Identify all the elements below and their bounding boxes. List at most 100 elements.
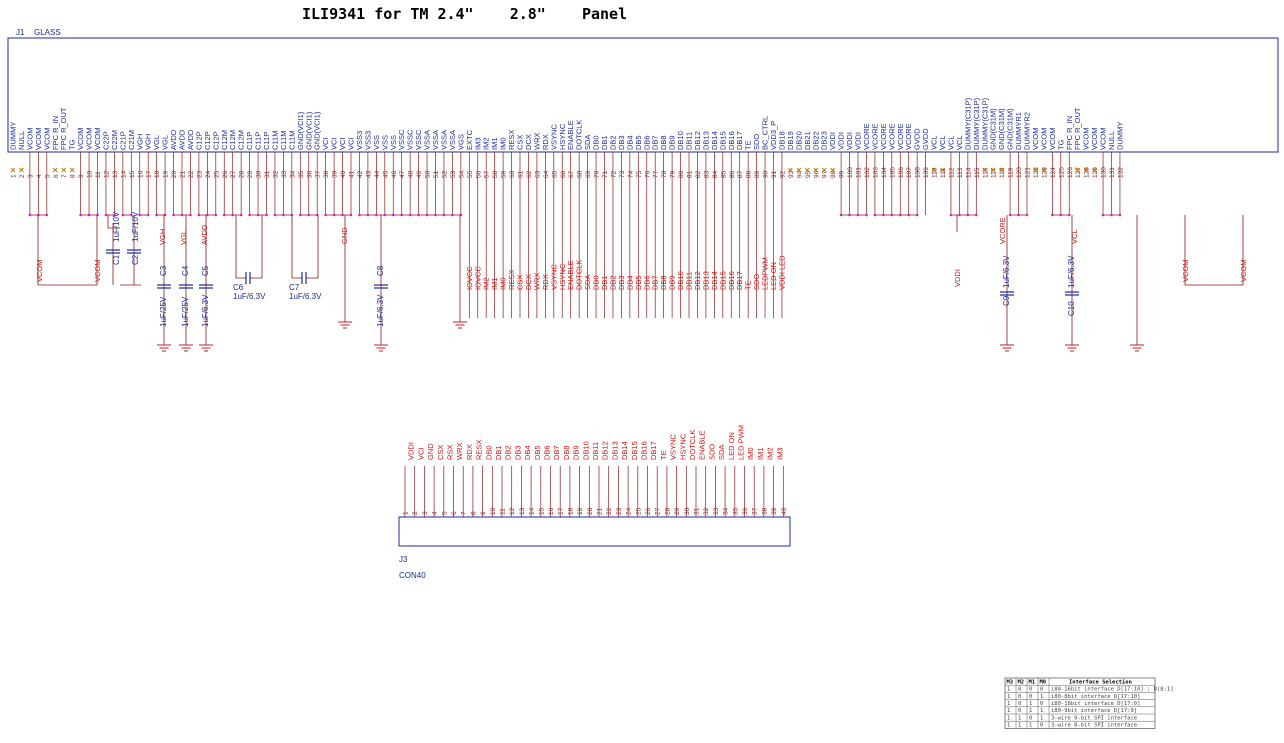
table-cell: 0 — [1018, 701, 1021, 707]
junction-dot — [975, 213, 978, 217]
j1-pin-name-20: AVDD — [169, 129, 178, 150]
j3-signal-label-33: SDO — [707, 444, 716, 460]
signal-label-32: DB16 — [727, 271, 736, 290]
c4-ref: C4 — [181, 265, 190, 276]
j1-pin-number-69: 69 — [585, 170, 592, 178]
capacitor-c5: C5 1uF/6.3V — [199, 215, 213, 345]
j1-pin-number-29: 29 — [247, 170, 254, 178]
j3-pin-number-23: 23 — [616, 507, 623, 515]
junction-dot — [408, 213, 412, 217]
c1-ref: C1 — [112, 254, 121, 265]
capacitor-c3: C3 1uF/25V — [157, 215, 171, 345]
signal-label-11: VSYNC — [549, 264, 558, 290]
j1-pin-number-21: 21 — [180, 170, 187, 178]
j1-pin-number-41: 41 — [349, 170, 356, 178]
j1-pin-name-76: DB6 — [642, 135, 651, 150]
j1-pin-name-62: DCX — [524, 134, 533, 150]
junction-dot — [155, 213, 158, 217]
net-label-vgh: VGH — [158, 229, 167, 245]
j1-pin-name-131: NULL — [1107, 131, 1116, 150]
j1-pin-name-79: DB9 — [668, 135, 677, 150]
junction-dot — [383, 213, 387, 217]
j1-pin-number-22: 22 — [188, 170, 195, 178]
j3-pin-number-29: 29 — [674, 507, 681, 515]
no-connect-marker-97 — [821, 167, 827, 173]
signal-label-34: TE — [744, 280, 753, 290]
j1-pin-name-44: VSS — [372, 135, 381, 150]
j3-signal-label-26: DB16 — [640, 441, 649, 460]
j1-pin-name-111: VCL — [938, 135, 947, 150]
signal-label-22: DB6 — [642, 275, 651, 290]
j1-pin-number-74: 74 — [627, 170, 634, 178]
j1-pin-name-54: VGS — [456, 134, 465, 150]
j1-pin-number-25: 25 — [213, 170, 220, 178]
signal-label-35: SDO — [752, 274, 761, 290]
j1-pin-number-32: 32 — [272, 170, 279, 178]
j3-pin-number-5: 5 — [441, 511, 448, 515]
capacitor-c10: C10 1uF/6.3V — [1065, 215, 1079, 345]
capacitor-c7: C7 1uF/6.3V — [289, 215, 322, 301]
j1-pin-number-84: 84 — [712, 170, 719, 178]
no-connect-marker-95 — [804, 167, 810, 173]
c7-value: 1uF/6.3V — [289, 292, 322, 301]
j3-signal-label-22: DB12 — [601, 441, 610, 460]
c5-value: 1uF/6.3V — [201, 294, 210, 327]
j1-pin-number-91: 91 — [771, 170, 778, 178]
j3-signal-label-31: DOTCLK — [688, 430, 697, 460]
j1-pin-number-115: 115 — [974, 167, 981, 178]
j3-signal-label-12: DB2 — [504, 445, 513, 460]
j1-pin-name-113: VCL — [955, 135, 964, 150]
j1-pin-number-47: 47 — [399, 170, 406, 178]
table-cell: 1 — [1040, 715, 1043, 721]
j1-pin-name-3: VCOM — [25, 128, 34, 151]
j1-pin-number-62: 62 — [526, 170, 533, 178]
signal-label-13: ENABLE — [566, 260, 575, 290]
j3-signal-label-2: VDDI — [407, 442, 416, 460]
j1-pin-name-34: C11M — [287, 131, 296, 150]
j1-pin-number-103: 103 — [872, 167, 879, 178]
j1-pin-number-56: 56 — [475, 170, 482, 178]
j1-pin-number-23: 23 — [196, 170, 203, 178]
j3-signal-label-9: RESX — [475, 440, 484, 460]
j1-pin-name-33: C11M — [279, 131, 288, 150]
j1-pin-name-102: VCORE — [862, 123, 871, 150]
j3-signal-label-28: TE — [659, 450, 668, 460]
j1-pin-number-99: 99 — [839, 170, 846, 178]
j1-pin-number-116: 116 — [982, 167, 989, 178]
table-border — [1004, 677, 1156, 729]
signal-label-27: DB11 — [685, 272, 694, 290]
c1-value: 1uF/10V — [112, 211, 121, 242]
j1-pin-name-17: VGH — [144, 134, 153, 150]
signal-label-1: IOVCC — [465, 266, 474, 290]
junction-dot — [28, 213, 32, 217]
junction-dot — [324, 213, 327, 217]
j1-pin-name-81: DB11 — [685, 132, 694, 150]
capacitor-c8: C8 1uF/6.3V — [374, 215, 388, 345]
j3-signal-label-36: LED PWM — [737, 425, 746, 460]
j3-connector-body — [398, 516, 791, 547]
j3-pin-number-3: 3 — [422, 511, 429, 515]
signal-label-24: DB8 — [659, 275, 668, 290]
table-header-1: M2 — [1018, 679, 1025, 685]
j1-pin-number-76: 76 — [644, 170, 651, 178]
j1-pin-number-108: 108 — [915, 167, 922, 178]
c10-ref: C10 — [1067, 301, 1076, 316]
j1-pin-name-10: VCOM — [85, 128, 94, 151]
j3-signal-label-8: RDX — [465, 444, 474, 460]
j1-pin-number-13: 13 — [112, 170, 119, 178]
j1-pin-number-112: 112 — [948, 167, 955, 178]
j1-pin-number-73: 73 — [619, 170, 626, 178]
j1-pin-number-90: 90 — [763, 170, 770, 178]
capacitor-c4: C4 1uF/25V — [179, 215, 193, 345]
j3-signal-label-6: RSX — [446, 445, 455, 460]
junction-dot — [248, 213, 251, 217]
no-connect-marker-94 — [796, 167, 802, 173]
ground-symbol-8 — [1130, 344, 1144, 352]
no-connect-marker-110 — [931, 167, 937, 173]
junction-dot — [890, 213, 894, 217]
j1-pin-name-127: FPC R_OUT — [1073, 107, 1082, 150]
j1-pin-name-37: GND(VCI1) — [313, 111, 322, 150]
junction-dot — [856, 213, 860, 217]
j1-pin-name-94: DB20 — [794, 131, 803, 150]
j1-connector-body — [7, 37, 1279, 153]
